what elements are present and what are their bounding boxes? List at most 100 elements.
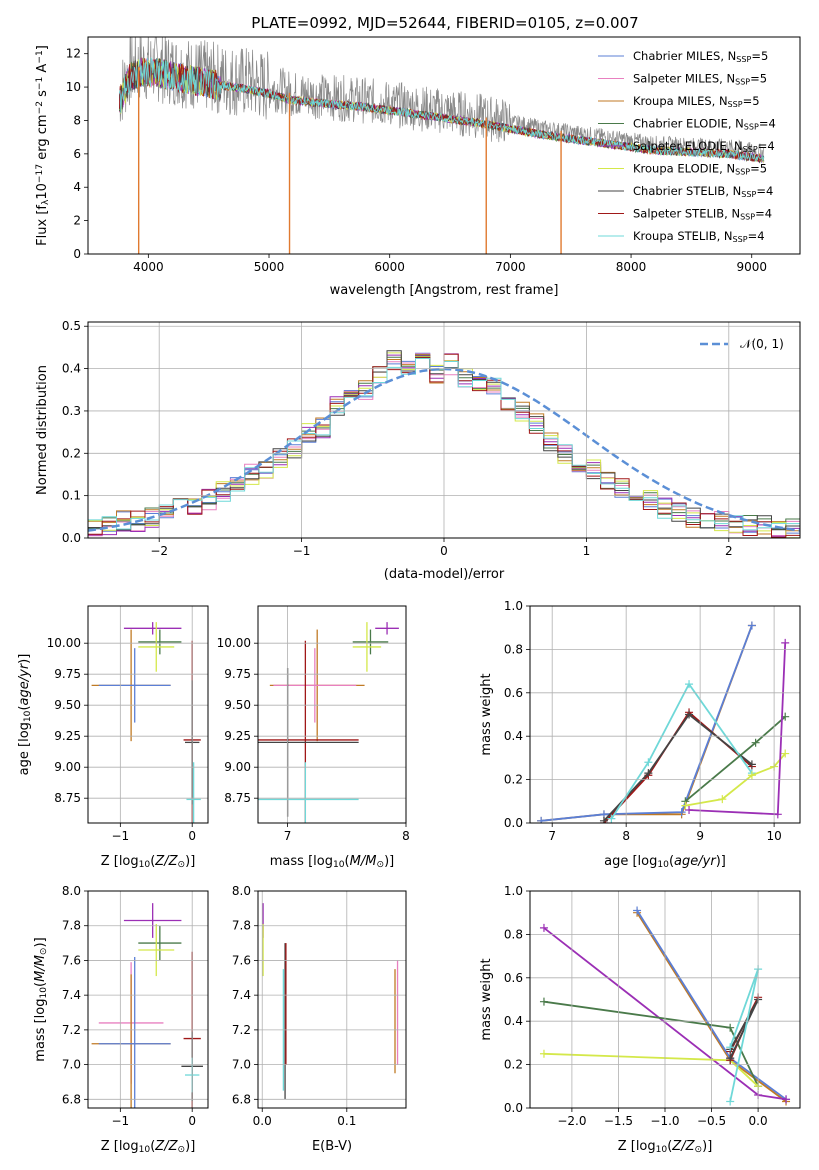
legend-label: Salpeter STELIB, NSSP=4 — [633, 207, 772, 222]
tick-label-x: 2 — [725, 544, 733, 558]
label-part: M/M — [33, 955, 48, 982]
tick-label-y: 0.4 — [504, 729, 523, 743]
label-part: 10 — [656, 1145, 668, 1155]
tick-label-y: 9.75 — [224, 667, 251, 681]
label-part: 10 — [139, 860, 151, 870]
x-axis-label: Z [log10(Z/Z⊙)] — [101, 854, 196, 870]
tick-label-y: 10 — [66, 80, 81, 94]
legend-label: Salpeter ELODIE, NSSP=4 — [633, 139, 775, 154]
tick-label-y: 7.6 — [62, 953, 81, 967]
label-part: Z [log — [101, 1139, 139, 1154]
legend-label: Chabrier ELODIE, NSSP=4 — [633, 117, 776, 132]
label-part: )] — [185, 854, 195, 869]
tick-label-y: 8.75 — [224, 791, 251, 805]
label-part: =4 — [759, 117, 776, 131]
tick-label-y: 1.0 — [504, 599, 523, 613]
label-part: age/yr — [674, 854, 717, 869]
label-part: Kroupa MILES, N — [633, 94, 728, 108]
weight-line — [543, 1000, 759, 1087]
tick-label-x: 9000 — [736, 260, 767, 274]
tick-label-y: 7.0 — [232, 1058, 251, 1072]
tick-label-x: 0.0 — [749, 1114, 768, 1128]
weight-marker — [726, 1023, 735, 1032]
tick-label-y: 10.00 — [217, 636, 251, 650]
label-part: −17 — [35, 164, 45, 183]
label-part: 10 — [39, 987, 49, 999]
weight-line — [541, 625, 753, 822]
label-part: SSP — [743, 145, 758, 154]
weight-marker — [747, 621, 756, 630]
weight-marker — [685, 680, 694, 689]
label-part: Chabrier ELODIE, N — [633, 117, 744, 131]
tick-label-x: −1.5 — [604, 1114, 633, 1128]
label-part: 10 — [657, 860, 669, 870]
label-part: Z/Z — [154, 1139, 178, 1154]
label-part: ⊙ — [39, 947, 49, 955]
figure-title: PLATE=0992, MJD=52644, FIBERID=0105, z=0… — [251, 14, 638, 32]
weight-marker — [539, 1049, 548, 1058]
tick-label-y: 0.5 — [62, 319, 81, 333]
x-axis-label: Z [log10(Z/Z⊙)] — [101, 1139, 196, 1155]
weight-marker — [781, 749, 790, 758]
tick-label-y: 9.50 — [224, 698, 251, 712]
panel-spectrum: 4000 5000 6000 7000 8000 9000 0 2 4 6 8 10 12 Chabrie… — [35, 36, 801, 298]
label-part: SSP — [735, 78, 750, 87]
axes-frame — [529, 890, 801, 1109]
tick-label-y: 0.0 — [504, 1101, 523, 1115]
tick-label-y: 9.50 — [54, 698, 81, 712]
label-part: SSP — [744, 123, 759, 132]
tick-label-x: 4000 — [133, 260, 164, 274]
tick-label-y: 7.4 — [232, 988, 251, 1002]
y-axis-label: Normed distribution — [35, 365, 50, 495]
tick-label-y: 0.0 — [62, 531, 81, 545]
y-axis-label: mass weight — [479, 673, 494, 755]
tick-label-y: 9.25 — [54, 729, 81, 743]
label-part: SSP — [741, 190, 756, 199]
axes-frame — [529, 605, 801, 824]
label-part: A — [35, 64, 50, 77]
x-axis-label: wavelength [Angstrom, rest frame] — [330, 283, 559, 298]
weight-marker — [726, 1054, 735, 1063]
tick-label-x: 7 — [548, 829, 556, 843]
tick-label-y: 7.0 — [62, 1058, 81, 1072]
tick-label-x: −2 — [150, 544, 168, 558]
label-part: s — [35, 90, 50, 101]
legend-label: Kroupa MILES, NSSP=5 — [633, 94, 760, 109]
label-part: SSP — [735, 168, 750, 177]
label-part: mass [log — [33, 999, 48, 1062]
label-part: SSP — [736, 55, 751, 64]
label-part: )] — [702, 1139, 712, 1154]
tick-label-x: 8000 — [616, 260, 647, 274]
weight-marker — [599, 816, 608, 823]
label-part: M/M — [350, 854, 377, 869]
tick-label-y: 0.8 — [504, 642, 523, 656]
label-part: Z/Z — [154, 854, 178, 869]
panel-age_vs_mass: 7 8 8.75 9.00 9.25 9.50 9.75 10.00 mass [log10(M… — [217, 605, 410, 870]
tick-label-x: −1.0 — [650, 1114, 679, 1128]
tick-label-x: 0 — [188, 1114, 196, 1128]
weight-marker — [747, 771, 756, 780]
tick-label-y: 0.4 — [62, 362, 81, 376]
tick-label-y: 0.6 — [504, 686, 523, 700]
label-part: ⊙ — [178, 1145, 186, 1155]
weight-marker — [751, 738, 760, 747]
label-part: =4 — [756, 184, 773, 198]
label-part: Kroupa STELIB, N — [633, 229, 733, 243]
label-part: ⊙ — [178, 860, 186, 870]
label-part: 10 — [139, 1145, 151, 1155]
plot-area — [537, 621, 790, 823]
tick-label-y: 7.8 — [232, 919, 251, 933]
weight-line — [541, 625, 753, 822]
plot-area — [262, 903, 399, 1100]
tick-label-x: −2.0 — [557, 1114, 586, 1128]
tick-label-y: 6.8 — [62, 1092, 81, 1106]
tick-label-x: 0.0 — [253, 1114, 272, 1128]
label-part: 10 — [35, 183, 50, 200]
weight-marker — [681, 801, 690, 810]
tick-label-y: 0.4 — [504, 1014, 523, 1028]
label-part: −1 — [35, 77, 45, 90]
label-part: =4 — [748, 229, 765, 243]
tick-label-x: −1 — [111, 829, 129, 843]
